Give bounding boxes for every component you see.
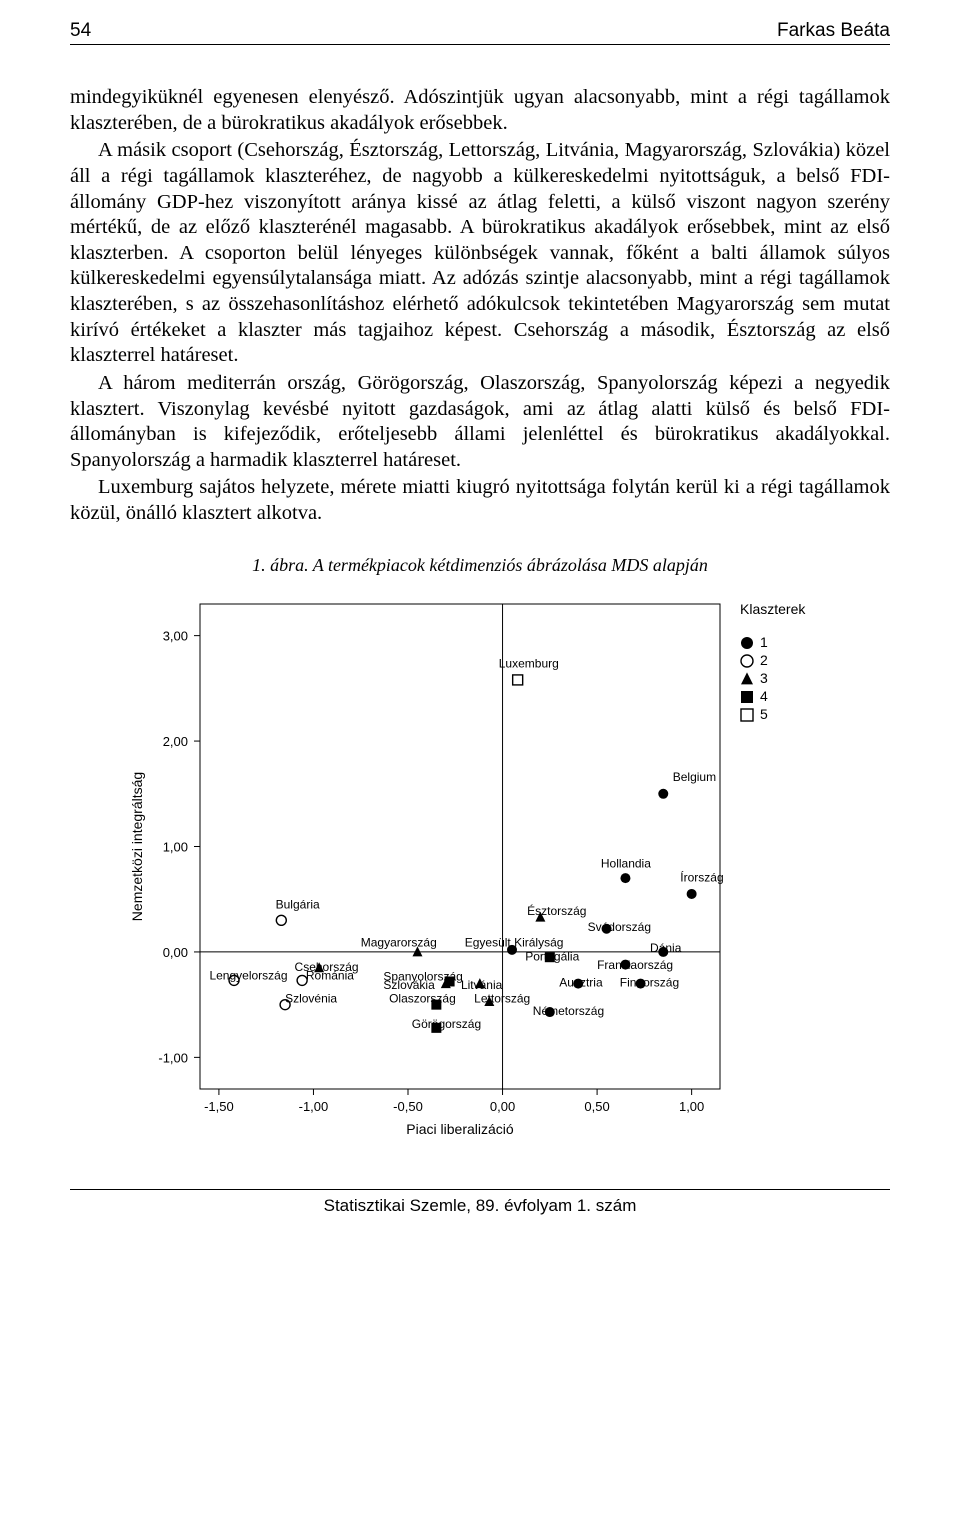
svg-text:Belgium: Belgium — [673, 770, 716, 784]
svg-text:Finnország: Finnország — [620, 975, 679, 989]
svg-text:Írország: Írország — [680, 869, 723, 884]
svg-text:4: 4 — [760, 688, 768, 704]
svg-text:Franciaország: Franciaország — [597, 957, 673, 971]
paragraph-2: A másik csoport (Csehország, Észtország,… — [70, 138, 890, 369]
svg-text:0,00: 0,00 — [490, 1099, 515, 1114]
svg-text:2,00: 2,00 — [163, 734, 188, 749]
svg-text:Lengyelország: Lengyelország — [209, 968, 287, 982]
svg-text:Klaszterek: Klaszterek — [740, 601, 806, 617]
svg-text:1: 1 — [760, 634, 768, 650]
svg-text:0,00: 0,00 — [163, 945, 188, 960]
svg-text:-0,50: -0,50 — [393, 1099, 423, 1114]
svg-text:Svédország: Svédország — [588, 919, 651, 933]
svg-text:1,00: 1,00 — [163, 839, 188, 854]
footer-journal: Statisztikai Szemle, 89. évfolyam 1. szá… — [70, 1189, 890, 1236]
svg-text:Görögország: Görögország — [412, 1016, 481, 1030]
svg-text:-1,00: -1,00 — [299, 1099, 329, 1114]
svg-text:Ausztria: Ausztria — [559, 975, 603, 989]
svg-text:Litvánia: Litvánia — [461, 977, 503, 991]
running-header: 54 Farkas Beáta — [70, 20, 890, 45]
svg-text:5: 5 — [760, 706, 768, 722]
svg-text:Luxemburg: Luxemburg — [499, 656, 559, 670]
svg-text:Egyesült Királyság: Egyesült Királyság — [465, 935, 564, 949]
svg-text:Olaszország: Olaszország — [389, 991, 456, 1005]
svg-text:Nemzetközi integráltság: Nemzetközi integráltság — [129, 771, 145, 920]
paragraph-1: mindegyiküknél egyenesen elenyésző. Adós… — [70, 85, 890, 136]
paragraph-3: A három mediterrán ország, Görögország, … — [70, 371, 890, 474]
body-text: mindegyiküknél egyenesen elenyésző. Adós… — [70, 85, 890, 527]
svg-text:2: 2 — [760, 652, 768, 668]
svg-text:Lettország: Lettország — [474, 991, 530, 1005]
svg-text:Románia: Románia — [306, 968, 354, 982]
figure-caption: 1. ábra. A termékpiacok kétdimenziós ábr… — [70, 555, 890, 576]
svg-text:1,00: 1,00 — [679, 1099, 704, 1114]
paragraph-4: Luxemburg sajátos helyzete, mérete miatt… — [70, 475, 890, 526]
svg-text:-1,00: -1,00 — [158, 1050, 188, 1065]
mds-scatter-chart: -1,50 -1,00 -0,50 0,00 0,50 1,00 -1,00 0,00 1,00… — [120, 594, 840, 1164]
svg-text:Piaci liberalizáció: Piaci liberalizáció — [406, 1121, 514, 1137]
svg-text:Portugália: Portugália — [525, 949, 579, 963]
running-author: Farkas Beáta — [777, 20, 890, 42]
svg-text:Németország: Németország — [533, 1004, 604, 1018]
svg-text:Szlovákia: Szlovákia — [383, 977, 435, 991]
page-number: 54 — [70, 20, 91, 42]
svg-text:3: 3 — [760, 670, 768, 686]
svg-text:Magyarország: Magyarország — [361, 935, 437, 949]
svg-text:Bulgária: Bulgária — [276, 897, 320, 911]
svg-text:3,00: 3,00 — [163, 628, 188, 643]
svg-text:0,50: 0,50 — [584, 1099, 609, 1114]
svg-text:Észtország: Észtország — [527, 903, 586, 918]
svg-text:Hollandia: Hollandia — [601, 856, 651, 870]
svg-text:Dánia: Dánia — [650, 941, 682, 955]
svg-text:Szlovénia: Szlovénia — [285, 991, 337, 1005]
svg-text:-1,50: -1,50 — [204, 1099, 234, 1114]
